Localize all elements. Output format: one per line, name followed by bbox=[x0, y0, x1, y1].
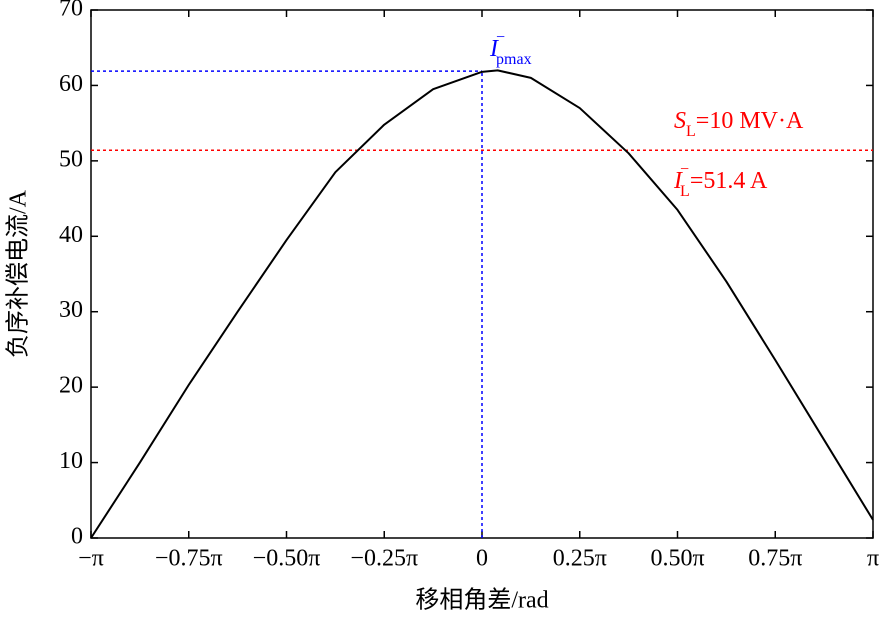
y-axis-title: 负序补偿电流/A bbox=[5, 189, 32, 358]
y-tick-label: 10 bbox=[59, 448, 83, 474]
x-tick-label: 0.25π bbox=[553, 546, 607, 572]
x-tick-label: −0.75π bbox=[155, 546, 223, 572]
x-tick-label: 0 bbox=[476, 546, 488, 572]
y-tick-label: 70 bbox=[59, 0, 83, 22]
y-tick-label: 50 bbox=[59, 146, 83, 172]
data-line bbox=[90, 69, 874, 539]
x-tick-label: −π bbox=[78, 546, 104, 572]
annotation-sup: − bbox=[680, 161, 689, 178]
annotation-sub: L bbox=[686, 123, 696, 140]
y-tick-label: 60 bbox=[59, 71, 83, 97]
annotation: SL=10 MV·A bbox=[674, 108, 804, 140]
x-tick-label: π bbox=[867, 546, 879, 572]
annotation-main: I bbox=[673, 168, 683, 194]
y-tick-label: 40 bbox=[59, 222, 83, 248]
annotation-sup: − bbox=[496, 29, 505, 46]
x-tick-label: −0.25π bbox=[350, 546, 418, 572]
annotation: I− L=51.4 A bbox=[673, 161, 768, 200]
y-tick-label: 20 bbox=[59, 373, 83, 399]
annotation-main: S bbox=[674, 108, 686, 134]
annotation: I− pmax bbox=[489, 29, 532, 68]
annotation-main: I bbox=[489, 36, 499, 62]
annotation-sub: pmax bbox=[496, 51, 532, 68]
x-tick-label: 0.50π bbox=[650, 546, 704, 572]
x-axis-title: 移相角差/rad bbox=[415, 587, 548, 614]
y-tick-label: 30 bbox=[59, 297, 83, 323]
annotation-text: =10 MV·A bbox=[696, 108, 804, 134]
annotation-text: =51.4 A bbox=[690, 168, 768, 194]
x-tick-label: −0.50π bbox=[253, 546, 321, 572]
y-tick-label: 0 bbox=[71, 524, 83, 550]
annotation-sub: L bbox=[680, 183, 690, 200]
x-tick-label: 0.75π bbox=[748, 546, 802, 572]
